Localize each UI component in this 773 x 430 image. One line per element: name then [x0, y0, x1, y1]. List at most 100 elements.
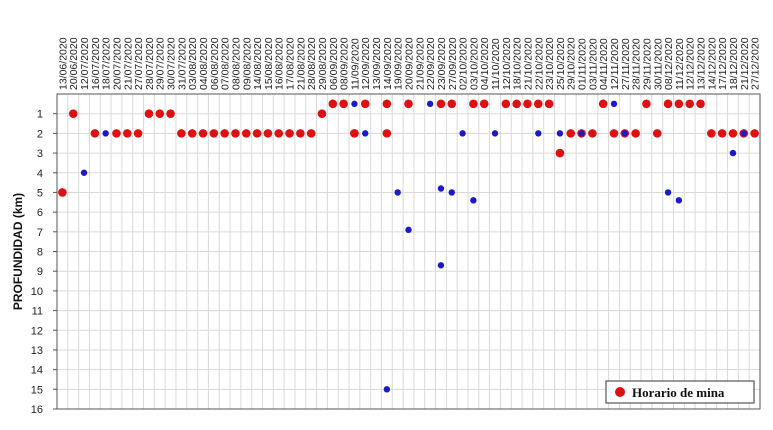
mine-hours-point: [241, 129, 251, 138]
x-tick-label: 08/09/2020: [339, 37, 351, 90]
x-tick-label: 18/07/2020: [101, 37, 113, 90]
x-tick-label: 11/12/2020: [674, 38, 686, 90]
event-point: [491, 130, 499, 137]
x-tick-label: 13/06/2020: [57, 37, 69, 90]
x-tick-label: 04/11/2020: [598, 38, 610, 90]
mine-hours-point: [728, 129, 738, 138]
x-tick-label: 12/09/2020: [360, 37, 372, 90]
y-tick-label: 6: [37, 207, 43, 219]
mine-hours-point: [339, 99, 348, 109]
x-tick-label: 29/08/2020: [317, 37, 329, 90]
event-point: [621, 130, 629, 137]
event-point: [535, 130, 542, 137]
mine-hours-point: [58, 188, 67, 197]
y-tick-label: 13: [31, 345, 43, 357]
x-tick-label: 13/12/2020: [696, 37, 708, 90]
event-point: [470, 197, 477, 204]
x-tick-label: 23/09/2020: [436, 37, 448, 90]
event-point: [459, 130, 466, 137]
mine-hours-point: [123, 129, 132, 138]
y-tick-label: 9: [37, 266, 43, 278]
x-tick-label: 30/11/2020: [652, 38, 664, 90]
x-tick-label: 20/09/2020: [404, 37, 416, 90]
mine-hours-point: [231, 129, 240, 138]
x-tick-label: 14/12/2020: [706, 37, 718, 90]
mine-hours-point: [306, 129, 316, 138]
x-tick-label: 03/10/2020: [468, 37, 480, 90]
mine-hours-point: [544, 99, 554, 109]
x-tick-label: 06/08/2020: [209, 37, 221, 90]
x-tick-label: 12/10/2020: [501, 37, 513, 90]
legend: Horario de mina: [605, 380, 755, 404]
x-tick-label: 02/10/2020: [458, 37, 470, 90]
mine-hours-point: [166, 109, 175, 118]
x-tick-label: 21/09/2020: [414, 37, 426, 90]
event-point: [610, 100, 618, 108]
y-tick-label: 16: [31, 404, 43, 416]
x-tick-label: 11/09/2020: [349, 38, 361, 90]
mine-hours-point: [328, 99, 338, 109]
data-points: [58, 99, 759, 393]
mine-hours-point: [404, 99, 413, 109]
x-tick-label: 14/08/2020: [252, 37, 264, 90]
mine-hours-point: [533, 99, 543, 109]
mine-hours-point: [707, 129, 716, 138]
mine-hours-point: [263, 129, 273, 138]
mine-hours-point: [696, 99, 705, 109]
mine-hours-point: [252, 129, 262, 138]
x-tick-label: 12/11/2020: [609, 38, 621, 90]
mine-hours-point: [523, 99, 532, 109]
mine-hours-point: [144, 109, 154, 118]
event-point: [675, 197, 683, 204]
x-tick-label: 27/09/2020: [447, 37, 459, 90]
x-tick-label: 28/07/2020: [144, 37, 156, 90]
mine-hours-point: [220, 129, 229, 138]
x-tick-label: 16/07/2020: [90, 37, 102, 90]
x-tick-label: 21/07/2020: [122, 37, 134, 90]
event-point: [405, 226, 412, 234]
mine-hours-point: [112, 129, 121, 138]
event-point: [437, 262, 445, 269]
mine-hours-point: [68, 109, 78, 118]
mine-hours-point: [674, 99, 684, 109]
event-point: [351, 100, 358, 108]
x-tick-label: 20/07/2020: [111, 37, 123, 90]
event-point: [556, 130, 564, 137]
x-tick-label: 09/08/2020: [241, 37, 253, 90]
event-point: [578, 130, 585, 137]
x-tick-label: 27/12/2020: [750, 37, 762, 90]
mine-hours-point: [187, 129, 197, 138]
x-tick-label: 03/08/2020: [187, 37, 199, 90]
x-tick-label: 20/06/2020: [68, 37, 80, 90]
mine-hours-point: [198, 129, 208, 138]
x-tick-label: 22/10/2020: [533, 37, 545, 90]
x-tick-label: 06/09/2020: [328, 37, 340, 90]
mine-hours-point: [317, 109, 327, 118]
mine-hours-point: [555, 148, 565, 158]
x-axis-ticks: 13/06/202020/06/202012/07/202016/07/2020…: [57, 37, 761, 90]
x-tick-label: 18/10/2020: [512, 37, 524, 90]
mine-hours-point: [296, 129, 305, 138]
event-point: [362, 130, 369, 137]
mine-hours-point: [382, 99, 392, 109]
mine-hours-point: [512, 99, 521, 109]
x-tick-label: 21/10/2020: [522, 37, 534, 90]
mine-hours-point: [588, 129, 597, 138]
mine-hours-point: [360, 99, 370, 109]
y-tick-label: 1: [37, 109, 43, 121]
mine-hours-point: [598, 99, 608, 109]
y-axis-label: PROFUNDIDAD (km): [11, 193, 25, 310]
x-tick-label: 27/07/2020: [133, 37, 145, 90]
x-tick-label: 29/10/2020: [566, 37, 578, 90]
x-tick-label: 30/07/2020: [166, 37, 178, 90]
mine-hours-point: [750, 129, 759, 138]
y-tick-label: 14: [31, 365, 43, 377]
x-tick-label: 07/08/2020: [220, 37, 232, 90]
event-point: [426, 100, 434, 108]
mine-hours-point: [469, 99, 478, 109]
mine-hours-point: [285, 129, 294, 138]
mine-hours-point: [609, 129, 619, 138]
y-tick-label: 7: [37, 227, 43, 239]
event-point: [448, 189, 455, 196]
